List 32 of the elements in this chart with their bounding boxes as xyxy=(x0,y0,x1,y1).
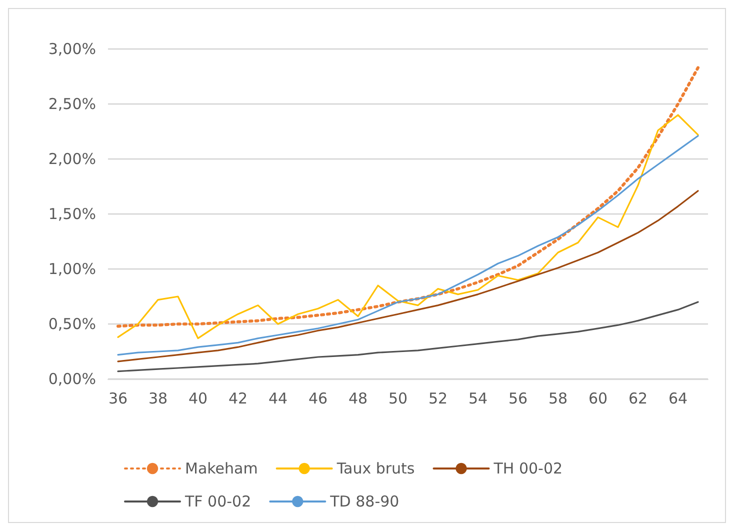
x-tick-label: 50 xyxy=(388,390,408,408)
line-series xyxy=(117,301,699,372)
y-tick-label: 2,50% xyxy=(48,95,96,113)
legend-label: TD 88-90 xyxy=(329,492,400,510)
y-tick-label: 0,50% xyxy=(48,315,96,333)
x-tick-label: 56 xyxy=(508,390,528,408)
x-tick-label: 58 xyxy=(548,390,568,408)
y-tick-label: 3,00% xyxy=(48,40,96,58)
legend-label: TF 00-02 xyxy=(184,492,252,510)
x-tick-label: 52 xyxy=(428,390,448,408)
legend-label: TH 00-02 xyxy=(492,460,563,478)
x-tick-label: 60 xyxy=(588,390,608,408)
x-tick-label: 48 xyxy=(348,390,368,408)
y-tick-label: 1,50% xyxy=(48,205,96,223)
y-tick-label: 2,00% xyxy=(48,150,96,168)
x-tick-label: 36 xyxy=(108,390,128,408)
legend-label: Makeham xyxy=(185,460,258,478)
line-series xyxy=(117,190,699,362)
x-tick-label: 62 xyxy=(628,390,648,408)
line-series xyxy=(117,135,699,356)
x-tick-label: 54 xyxy=(468,390,488,408)
x-tick-label: 38 xyxy=(148,390,168,408)
y-tick-label: 0,00% xyxy=(48,370,96,388)
legend-label: Taux bruts xyxy=(336,460,415,478)
x-tick-label: 64 xyxy=(668,390,688,408)
x-tick-label: 44 xyxy=(268,390,288,408)
line-series xyxy=(116,66,700,328)
line-series xyxy=(117,114,699,340)
x-tick-label: 40 xyxy=(188,390,208,408)
x-tick-label: 42 xyxy=(228,390,248,408)
y-tick-label: 1,00% xyxy=(48,260,96,278)
x-tick-label: 46 xyxy=(308,390,328,408)
